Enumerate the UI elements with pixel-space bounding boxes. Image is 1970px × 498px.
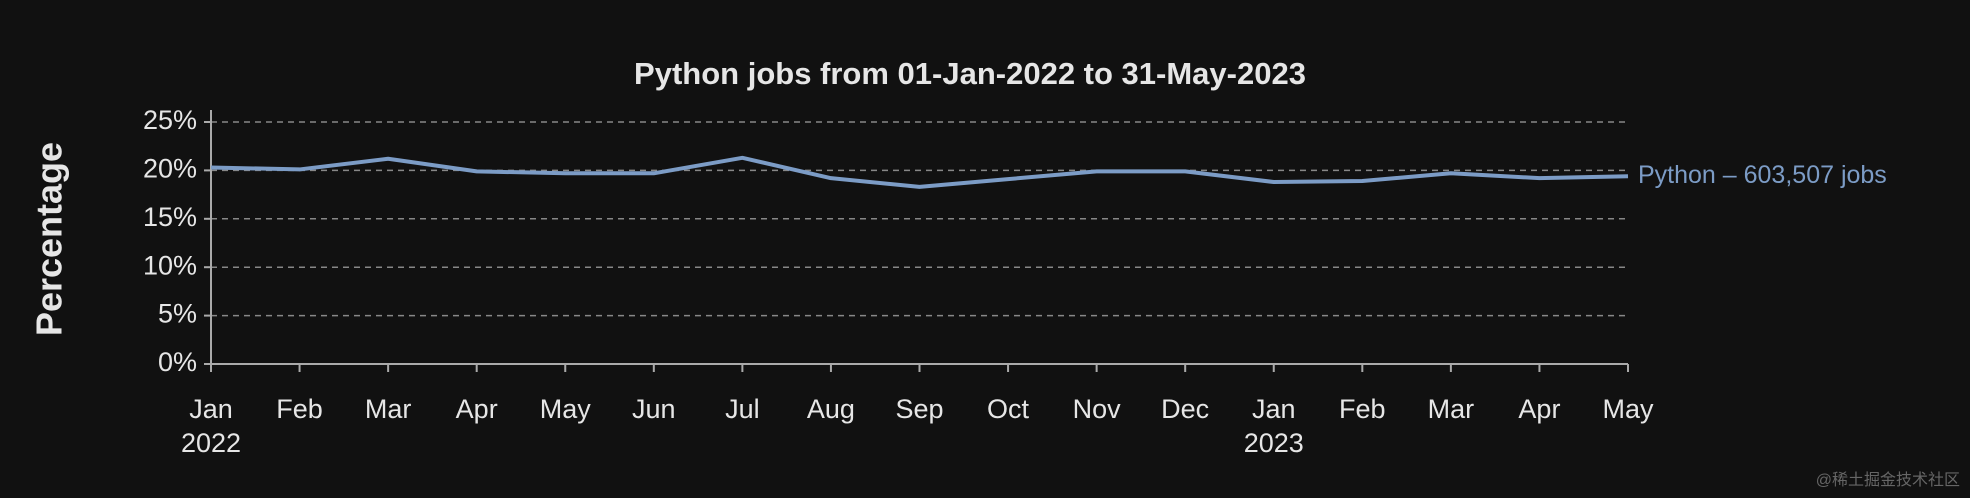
y-tick-label: 5% <box>158 299 197 329</box>
x-tick-label: Aug <box>807 394 855 424</box>
y-tick-label: 15% <box>143 202 197 232</box>
watermark: @稀土掘金技术社区 <box>1816 471 1960 489</box>
line-end-label: Python – 603,507 jobs <box>1638 161 1887 189</box>
x-year-label: 2022 <box>181 428 241 458</box>
x-tick-label: Apr <box>456 394 498 424</box>
x-tick-label: Dec <box>1161 394 1209 424</box>
x-tick-label: Nov <box>1073 394 1122 424</box>
y-tick-label: 0% <box>158 347 197 377</box>
chart-title: Python jobs from 01-Jan-2022 to 31-May-2… <box>634 56 1306 91</box>
x-tick-label: Sep <box>895 394 943 424</box>
x-tick-label: Jan <box>189 394 233 424</box>
x-tick-label: Jul <box>725 394 760 424</box>
x-tick-label: Oct <box>987 394 1030 424</box>
x-tick-label: Jun <box>632 394 676 424</box>
x-tick-label: Feb <box>1339 394 1386 424</box>
x-tick-label: Apr <box>1518 394 1560 424</box>
x-tick-label: May <box>540 394 592 424</box>
x-tick-label: Feb <box>276 394 323 424</box>
y-axis-label: Percentage <box>29 142 70 336</box>
x-tick-label: May <box>1602 394 1654 424</box>
y-tick-label: 20% <box>143 154 197 184</box>
y-tick-label: 10% <box>143 250 197 280</box>
x-year-label: 2023 <box>1244 428 1304 458</box>
line <box>210 155 1629 189</box>
x-tick-label: Mar <box>365 394 412 424</box>
y-tick-label: 25% <box>143 105 197 135</box>
x-tick-label: Jan <box>1252 394 1296 424</box>
x-tick-label: Mar <box>1428 394 1475 424</box>
